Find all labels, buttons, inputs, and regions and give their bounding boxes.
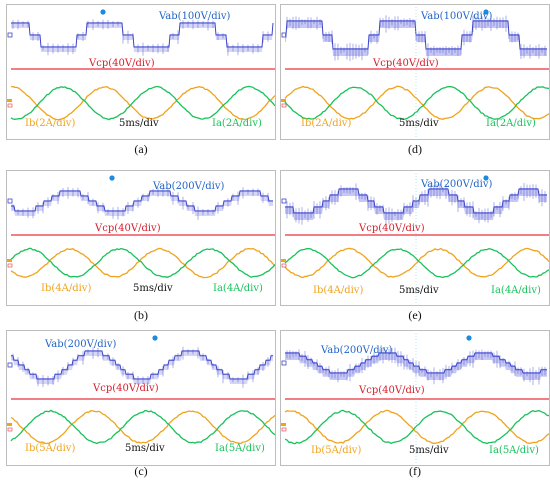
time-label-b: 5ms/div: [133, 283, 173, 294]
scope-panel-a: Vab(100V/div) Vcp(40V/div) Ib(2A/div) 5m…: [6, 4, 276, 140]
trigger-marker-icon: [483, 9, 489, 15]
ia-channel-marker-icon: [7, 103, 13, 108]
scope-panel-d: Vab(100V/div) Vcp(40V/div) Ib(2A/div) 5m…: [280, 4, 550, 140]
ib-label-f: Ib(5A/div): [311, 445, 362, 456]
waveform-canvas-b: [7, 175, 275, 279]
vcp-label-b: Vcp(40V/div): [95, 223, 161, 234]
ib-trace: [284, 409, 549, 444]
vab-label-b: Vab(200V/div): [153, 181, 225, 192]
vab-label-e: Vab(200V/div): [421, 179, 493, 190]
scope-panel-b: Vab(200V/div) Vcp(40V/div) Ib(4A/div) 5m…: [6, 170, 276, 306]
ia-label-b: Ia(4A/div): [213, 283, 263, 294]
ib-label-c: Ib(5A/div): [25, 443, 76, 454]
ib-trace: [284, 247, 549, 279]
vab-switching-band: [11, 190, 273, 216]
vab-channel-marker-icon: [7, 362, 13, 368]
caption-a: (a): [134, 142, 148, 156]
time-label-d: 5ms/div: [399, 118, 439, 129]
ia-channel-marker-icon: [281, 263, 287, 268]
trigger-marker-icon: [100, 9, 106, 15]
ia-label-a: Ia(2A/div): [212, 118, 262, 129]
caption-e: (e): [408, 308, 422, 322]
ia-label-e: Ia(4A/div): [491, 285, 541, 296]
waveform-canvas-e: [281, 173, 549, 305]
ia-channel-marker-icon: [7, 427, 13, 432]
ia-label-d: Ia(2A/div): [486, 118, 536, 129]
vab-label-f: Vab(200V/div): [321, 345, 393, 356]
time-label-f: 5ms/div: [409, 445, 449, 456]
time-label-a: 5ms/div: [119, 118, 159, 129]
vab-channel-marker-icon: [7, 198, 13, 204]
ia-channel-marker-icon: [281, 427, 287, 432]
ib-trace: [284, 85, 549, 120]
ia-channel-marker-icon: [281, 103, 287, 108]
waveform-canvas-d: [281, 7, 549, 139]
ia-trace: [10, 247, 275, 278]
trigger-marker-icon: [483, 175, 489, 181]
ib-channel-marker-icon: [7, 99, 12, 102]
ib-label-e: Ib(4A/div): [313, 285, 364, 296]
ib-channel-marker-icon: [7, 423, 12, 426]
caption-b: (b): [134, 308, 148, 322]
ib-trace: [10, 247, 275, 279]
scope-panel-c: Vab(200V/div) Vcp(40V/div) Ib(5A/div) 5m…: [6, 330, 276, 466]
vcp-label-c: Vcp(40V/div): [93, 383, 159, 394]
vab-trace: [11, 190, 273, 212]
ia-trace: [10, 85, 275, 121]
ia-trace: [284, 409, 549, 445]
scope-panel-e: Vab(200V/div) Vcp(40V/div) Ib(4A/div) 5m…: [280, 170, 550, 306]
vcp-label-d: Vcp(40V/div): [373, 58, 439, 69]
vcp-label-e: Vcp(40V/div): [359, 223, 425, 234]
caption-f: (f): [409, 464, 421, 478]
caption-c: (c): [134, 464, 148, 478]
waveform-canvas-f: [281, 333, 549, 465]
vcp-label-f: Vcp(40V/div): [359, 385, 425, 396]
waveform-canvas-a: [7, 9, 275, 121]
trigger-marker-icon: [152, 335, 158, 341]
vab-label-a: Vab(100V/div): [159, 11, 231, 22]
vcp-label-a: Vcp(40V/div): [89, 58, 155, 69]
vab-channel-marker-icon: [281, 198, 287, 204]
ib-trace: [10, 85, 275, 121]
ia-trace: [10, 409, 275, 445]
time-label-e: 5ms/div: [399, 285, 439, 296]
ib-label-d: Ib(2A/div): [301, 118, 352, 129]
vab-trace: [11, 350, 273, 380]
vab-label-d: Vab(100V/div): [421, 11, 493, 22]
ib-channel-marker-icon: [281, 99, 286, 102]
ia-channel-marker-icon: [7, 263, 13, 268]
vab-channel-marker-icon: [281, 360, 287, 366]
vab-spikes: [286, 347, 546, 385]
ib-label-a: Ib(2A/div): [25, 118, 76, 129]
ib-trace: [10, 409, 275, 445]
vab-switching-band: [11, 350, 273, 384]
vab-spikes: [12, 19, 269, 56]
vab-spikes: [12, 187, 269, 220]
vab-trace: [11, 22, 274, 48]
waveform-canvas-c: [7, 335, 275, 445]
ia-label-c: Ia(5A/div): [215, 443, 265, 454]
ib-label-b: Ib(4A/div): [41, 283, 92, 294]
ia-trace: [284, 248, 549, 279]
ib-channel-marker-icon: [281, 423, 286, 426]
scope-panel-f: Vab(200V/div) Vcp(40V/div) Ib(5A/div) 5m…: [280, 330, 550, 466]
vab-label-c: Vab(200V/div): [45, 339, 117, 350]
ia-label-f: Ia(5A/div): [489, 445, 539, 456]
ib-channel-marker-icon: [7, 259, 12, 262]
time-label-c: 5ms/div: [125, 443, 165, 454]
ia-trace: [284, 86, 549, 121]
ib-channel-marker-icon: [281, 259, 286, 262]
caption-d: (d): [408, 142, 422, 156]
trigger-marker-icon: [109, 175, 115, 181]
vab-channel-marker-icon: [7, 32, 13, 38]
vab-channel-marker-icon: [281, 32, 287, 38]
trigger-marker-icon: [466, 335, 472, 341]
